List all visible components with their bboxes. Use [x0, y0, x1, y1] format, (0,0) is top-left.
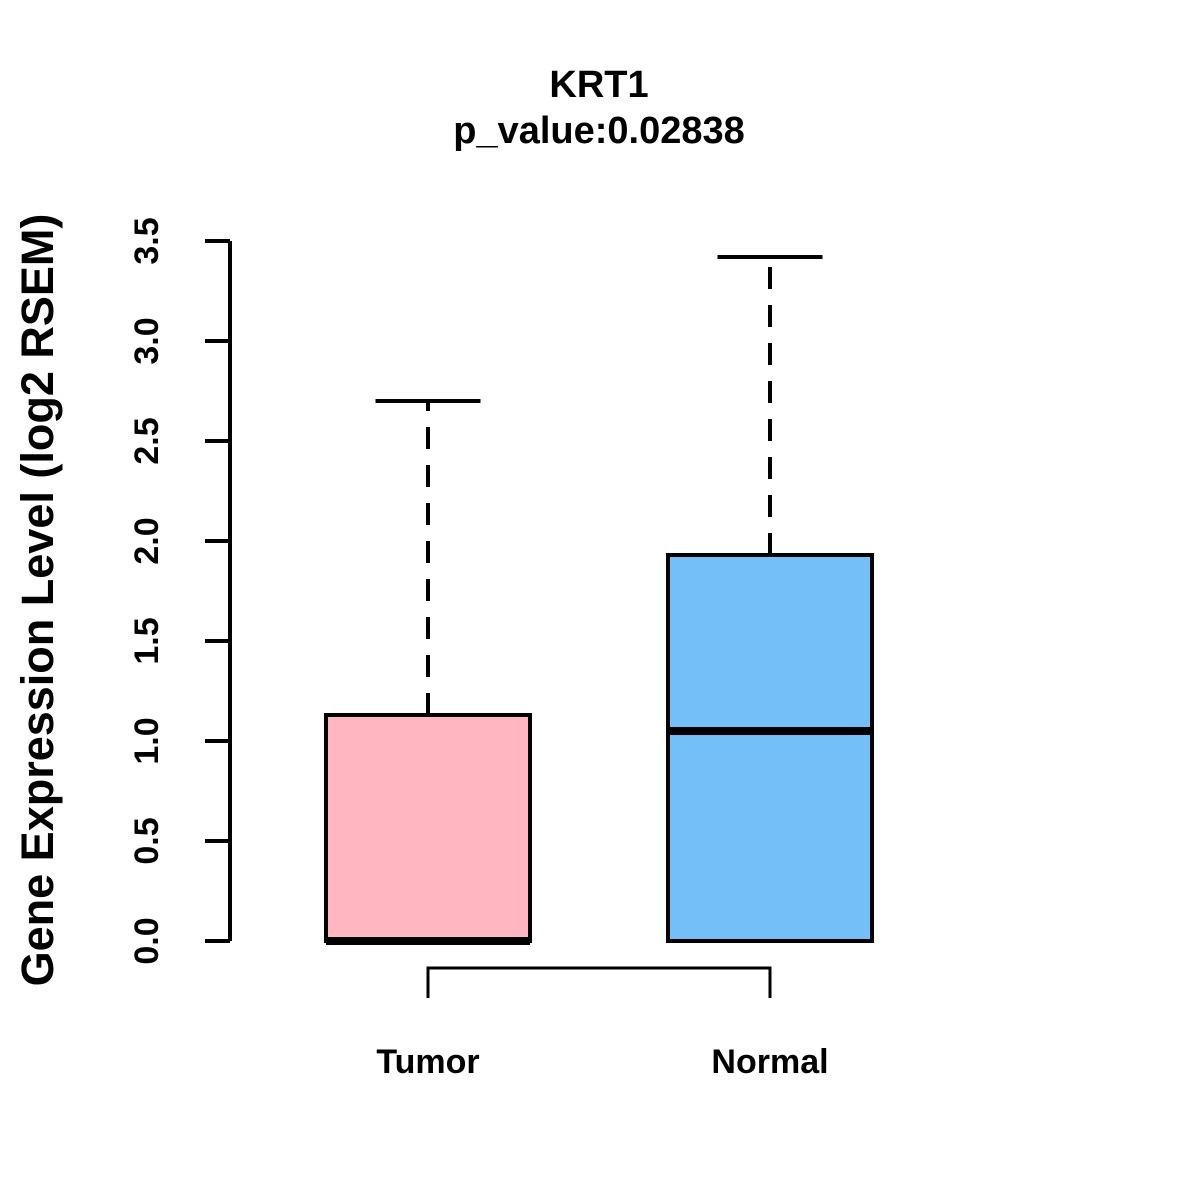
- y-axis-tick-label: 2.5: [128, 417, 166, 464]
- y-axis-tick-label: 0.0: [128, 917, 166, 964]
- x-axis-label-tumor: Tumor: [376, 1043, 479, 1081]
- box-tumor: [324, 713, 532, 943]
- x-axis-label-normal: Normal: [711, 1043, 828, 1081]
- y-axis-tick-label: 3.5: [128, 217, 166, 264]
- box-normal: [666, 553, 874, 943]
- comparison-bracket: [426, 966, 772, 998]
- y-axis-tick-label: 3.0: [128, 317, 166, 364]
- y-axis-tick-label: 0.5: [128, 817, 166, 864]
- chart-title: KRT1: [549, 64, 649, 106]
- y-axis-tick-label: 1.5: [128, 617, 166, 664]
- y-axis-tick-label: 2.0: [128, 517, 166, 564]
- y-axis-tick-label: 1.0: [128, 717, 166, 764]
- chart-title-block: KRT1 p_value:0.02838: [0, 62, 1198, 155]
- chart-subtitle: p_value:0.02838: [453, 110, 745, 152]
